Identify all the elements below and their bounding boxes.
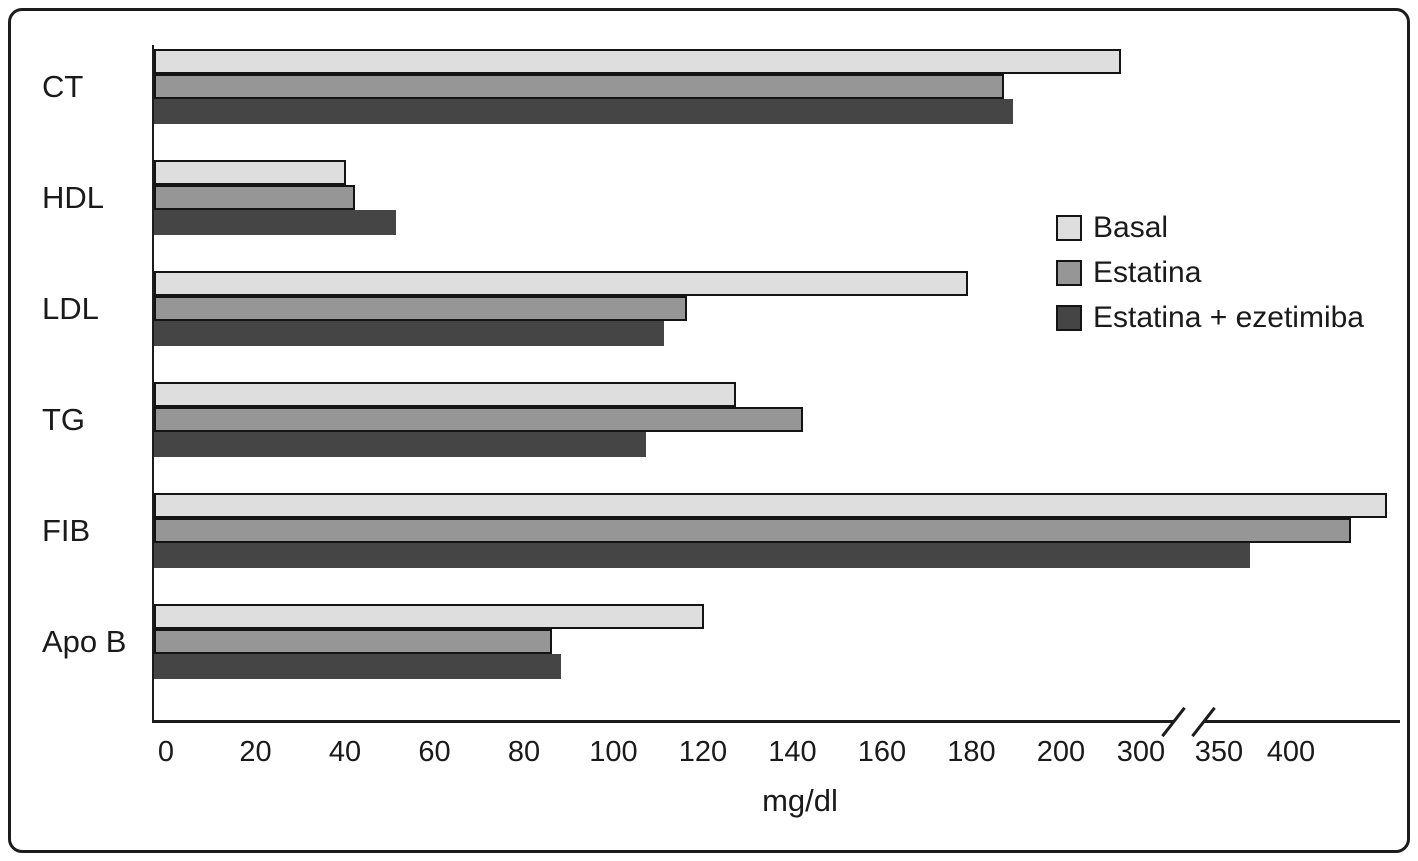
legend-item-basal: Basal xyxy=(1056,211,1364,244)
x-axis-line-right-segment xyxy=(1203,720,1400,723)
legend-swatch-icon xyxy=(1056,259,1082,286)
bar-tg-estatina xyxy=(154,407,803,432)
bar-tg-estatina-ezetimiba xyxy=(154,432,646,457)
bar-ct-basal xyxy=(154,49,1121,74)
bar-ct-estatina xyxy=(154,74,1004,99)
x-tick-label-80: 80 xyxy=(507,736,541,768)
x-tick-label-300: 300 xyxy=(1116,736,1166,768)
x-tick-label-200: 200 xyxy=(1036,736,1086,768)
x-axis-line-left-segment xyxy=(152,720,1173,723)
x-tick-label-140: 140 xyxy=(768,736,817,768)
x-tick-label-60: 60 xyxy=(418,736,451,768)
x-tick-label-120: 120 xyxy=(678,736,728,768)
x-tick-label-40: 40 xyxy=(328,736,362,768)
x-tick-label-400: 400 xyxy=(1266,736,1316,768)
bar-ldl-basal xyxy=(154,271,968,296)
legend-label: Estatina + ezetimiba xyxy=(1093,300,1364,334)
legend-item-estatina: Estatina xyxy=(1056,256,1364,289)
category-label-ct: CT xyxy=(42,68,84,104)
bar-fib-estatina xyxy=(154,518,1351,543)
bar-ldl-estatina xyxy=(154,296,687,321)
category-label-tg: TG xyxy=(42,401,86,437)
legend-swatch-icon xyxy=(1056,214,1082,241)
x-tick-label-100: 100 xyxy=(589,736,638,768)
x-tick-label-350: 350 xyxy=(1194,736,1244,768)
bar-apo-b-estatina-ezetimiba xyxy=(154,654,561,679)
bar-apo-b-estatina xyxy=(154,629,552,654)
legend-label: Estatina xyxy=(1093,255,1202,289)
x-tick-label-0: 0 xyxy=(157,736,175,768)
legend-label: Basal xyxy=(1093,210,1169,244)
bar-ldl-estatina-ezetimiba xyxy=(154,321,664,346)
legend-swatch-icon xyxy=(1056,304,1082,331)
bar-tg-basal xyxy=(154,382,736,407)
bar-fib-basal xyxy=(154,493,1387,518)
x-axis-title: mg/dl xyxy=(762,783,838,818)
category-label-apo-b: Apo B xyxy=(42,623,127,659)
bar-ct-estatina-ezetimiba xyxy=(154,99,1013,124)
category-label-ldl: LDL xyxy=(42,290,99,326)
bar-hdl-estatina-ezetimiba xyxy=(154,210,396,235)
bar-apo-b-basal xyxy=(154,604,704,629)
bar-hdl-estatina xyxy=(154,185,355,210)
category-label-fib: FIB xyxy=(42,512,91,548)
bar-hdl-basal xyxy=(154,160,346,185)
x-tick-label-180: 180 xyxy=(947,736,996,768)
x-tick-label-20: 20 xyxy=(239,736,272,768)
x-tick-label-160: 160 xyxy=(857,736,907,768)
y-axis-line xyxy=(152,45,154,723)
category-label-hdl: HDL xyxy=(42,179,105,215)
legend: Basal Estatina Estatina + ezetimiba xyxy=(1056,211,1364,334)
bar-fib-estatina-ezetimiba xyxy=(154,543,1250,568)
legend-item-estatina-ezetimiba: Estatina + ezetimiba xyxy=(1056,301,1364,334)
